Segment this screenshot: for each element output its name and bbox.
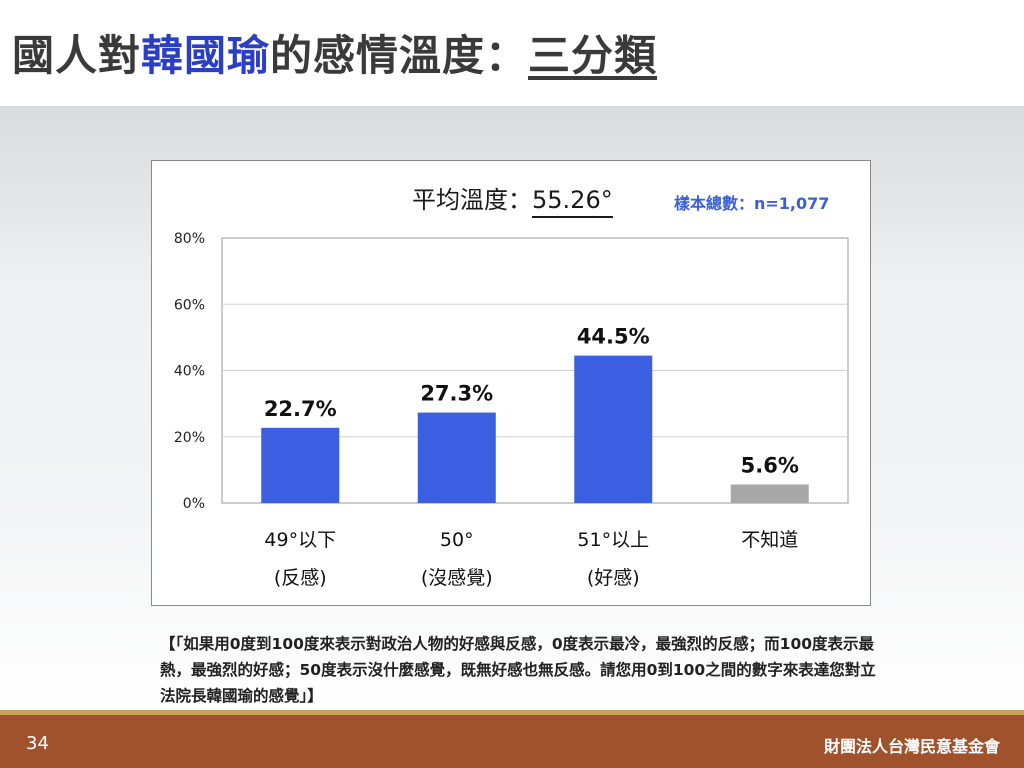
data-label: 44.5% <box>577 325 650 349</box>
x-tick-sublabel: (好感) <box>587 567 640 589</box>
x-tick-sublabel: (沒感覺) <box>421 567 493 589</box>
bar <box>730 484 809 503</box>
x-tick-label: 51°以上 <box>577 529 649 551</box>
footer-bar <box>0 710 1024 768</box>
chart-frame <box>151 160 871 606</box>
footer-stripe <box>0 710 1024 715</box>
x-tick-label: 49°以下 <box>264 529 336 551</box>
title-highlight: 韓國瑜 <box>141 31 271 80</box>
y-tick-label: 80% <box>174 231 205 247</box>
organization-name: 財團法人台灣民意基金會 <box>823 737 1000 756</box>
x-tick-label: 不知道 <box>741 529 798 551</box>
bar-chart: 0% 20% 40% 60% 80% 22.7% 49°以下 (反感) 27.3% 50° (沒感覺… <box>174 231 849 589</box>
slide-title: 國人對韓國瑜的感情溫度：三分類 <box>12 22 657 83</box>
average-label: 平均溫度： <box>412 186 532 214</box>
sample-size: 樣本總數：n=1,077 <box>674 194 830 213</box>
title-bar: 國人對韓國瑜的感情溫度：三分類 <box>0 0 1024 106</box>
bar <box>417 412 496 503</box>
data-label: 5.6% <box>741 453 799 477</box>
title-prefix: 國人對 <box>12 31 142 80</box>
average-value: 55.26° <box>532 186 613 218</box>
page-number: 34 <box>26 733 49 754</box>
title-middle: 的感情溫度： <box>270 31 529 80</box>
average-temperature: 平均溫度：55.26° <box>412 180 613 218</box>
y-tick-label: 20% <box>174 430 205 446</box>
y-tick-label: 0% <box>183 496 205 512</box>
data-label: 27.3% <box>420 382 493 406</box>
bar <box>574 355 653 503</box>
title-underlined: 三分類 <box>528 31 658 80</box>
question-note: 【「如果用0度到100度來表示對政治人物的好感與反感，0度表示最冷，最強烈的反感… <box>160 635 876 705</box>
data-label: 22.7% <box>264 397 337 421</box>
y-tick-label: 60% <box>174 297 205 313</box>
x-tick-label: 50° <box>440 529 474 551</box>
x-tick-sublabel: (反感) <box>274 567 327 589</box>
y-tick-label: 40% <box>174 364 205 380</box>
bar <box>261 427 340 503</box>
